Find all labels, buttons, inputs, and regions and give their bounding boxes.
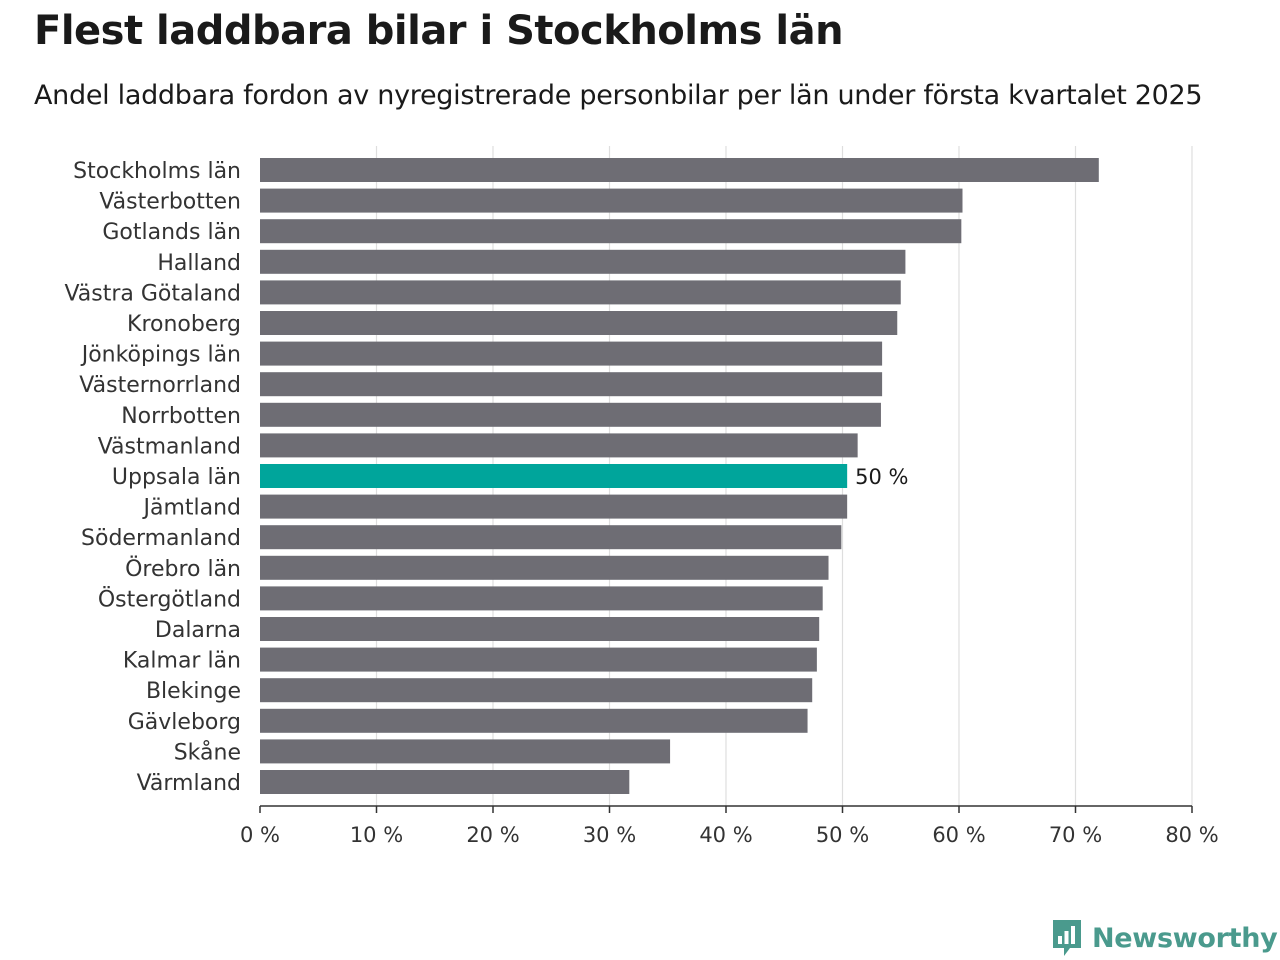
category-label: Västernorrland <box>79 373 241 398</box>
brand-logo: Newsworthy <box>1050 918 1278 958</box>
bars <box>260 158 1099 794</box>
category-label: Uppsala län <box>112 465 241 490</box>
bar <box>260 433 858 458</box>
bar <box>260 158 1099 182</box>
bar <box>260 311 898 335</box>
chart-title: Flest laddbara bilar i Stockholms län <box>34 8 844 54</box>
x-tick-label: 40 % <box>699 823 752 847</box>
bar <box>260 188 963 213</box>
category-label: Jämtland <box>141 496 241 521</box>
bar <box>260 708 808 733</box>
x-tick-label: 0 % <box>240 823 280 847</box>
category-label: Östergötland <box>98 586 241 612</box>
bar <box>260 219 962 244</box>
bar <box>260 617 820 641</box>
x-tick-label: 60 % <box>932 823 985 847</box>
bar <box>260 464 848 488</box>
category-label: Jönköpings län <box>80 343 241 368</box>
category-label: Dalarna <box>155 618 241 643</box>
bar <box>260 249 906 274</box>
bar <box>260 555 829 580</box>
x-tick-label: 30 % <box>583 823 636 847</box>
bar <box>260 586 823 611</box>
category-label: Västmanland <box>98 434 241 459</box>
category-label: Stockholms län <box>73 159 241 184</box>
category-labels: Stockholms län Västerbotten Gotlands län Ha… <box>64 159 908 796</box>
bar <box>260 739 671 764</box>
bar <box>260 402 881 427</box>
x-tick-label: 70 % <box>1049 823 1102 847</box>
category-label: Norrbotten <box>121 404 241 429</box>
category-label: Skåne <box>174 739 241 765</box>
bar <box>260 678 813 703</box>
x-tick-label: 20 % <box>466 823 519 847</box>
category-label: Kalmar län <box>123 649 241 674</box>
category-label: Västra Götaland <box>64 281 241 306</box>
bar <box>260 770 630 794</box>
category-label: Örebro län <box>125 556 241 582</box>
chart-subtitle: Andel laddbara fordon av nyregistrerade … <box>34 80 1203 111</box>
category-label: Halland <box>157 251 241 276</box>
x-tick-label: 80 % <box>1165 823 1218 847</box>
category-label: Blekinge <box>146 679 241 704</box>
category-label: Gotlands län <box>102 220 241 245</box>
x-tick-label: 50 % <box>816 823 869 847</box>
newsworthy-logo-icon <box>1053 920 1081 956</box>
bar <box>260 341 883 366</box>
x-tick-label: 10 % <box>350 823 403 847</box>
category-label: Värmland <box>137 771 241 796</box>
bar <box>260 525 842 550</box>
bar <box>260 494 848 519</box>
data-label: 50 % <box>855 465 908 489</box>
x-axis: 0 % 10 % 20 % 30 % 40 % 50 % 60 % 70 % 80 % <box>240 805 1219 847</box>
category-label: Södermanland <box>81 526 241 551</box>
category-label: Kronoberg <box>127 312 241 337</box>
bar <box>260 372 883 397</box>
category-label: Gävleborg <box>128 710 241 735</box>
bar-chart: Stockholms län Västerbotten Gotlands län Ha… <box>64 146 1219 847</box>
bar <box>260 280 901 305</box>
brand-name: Newsworthy <box>1092 922 1278 954</box>
category-label: Västerbotten <box>99 190 241 215</box>
bar <box>260 647 817 672</box>
